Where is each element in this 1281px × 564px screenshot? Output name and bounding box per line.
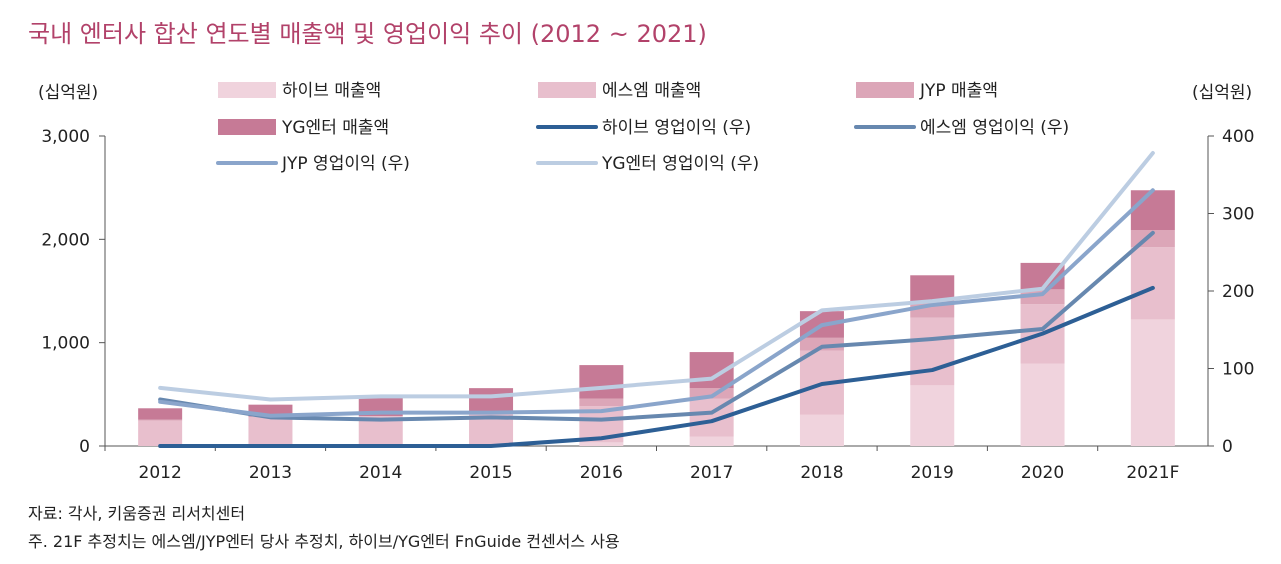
bar-segment <box>579 442 624 446</box>
legend-label: YG엔터 매출액 <box>281 118 389 138</box>
x-tick-label: 2012 <box>139 463 182 483</box>
bar-segment <box>1020 289 1065 305</box>
legend-swatch <box>218 119 276 135</box>
bar-segment <box>1020 262 1065 290</box>
bar-segment <box>138 420 183 446</box>
legend-label: JYP 매출액 <box>919 81 998 101</box>
bar-segment <box>248 416 293 446</box>
series-line <box>158 285 1155 448</box>
legend-swatch <box>856 82 914 98</box>
x-tick-label: 2019 <box>911 463 954 483</box>
bar-segment <box>910 385 955 446</box>
right-tick-label: 300 <box>1222 205 1254 225</box>
legend-label: 하이브 영업이익 (우) <box>602 118 751 138</box>
legend: 하이브 매출액 에스엠 매출액 JYP 매출액 YG엔터 매출액 하이브 영업이익 (우… <box>216 81 1069 174</box>
legend-label: 에스엠 매출액 <box>602 81 701 101</box>
series-line <box>158 151 1155 402</box>
bar-segment <box>689 388 734 399</box>
x-tick-label: 2014 <box>359 463 402 483</box>
bar-segment <box>469 388 514 413</box>
x-tick-label: 2018 <box>800 463 843 483</box>
bar-segment <box>1130 319 1175 446</box>
legend-swatch <box>538 82 596 98</box>
axes: (십억원) (십억원) 0 1,000 2,000 3,000 0 100 200 300 400 2… <box>38 83 1254 483</box>
left-axis-label: (십억원) <box>38 83 98 103</box>
legend-label: 하이브 매출액 <box>282 81 381 101</box>
x-tick-label: 2017 <box>690 463 733 483</box>
left-tick-label: 1,000 <box>41 334 90 354</box>
x-tick-label: 2021F <box>1126 463 1179 483</box>
right-tick-label: 400 <box>1222 127 1254 147</box>
legend-label: JYP 영업이익 (우) <box>281 154 410 174</box>
bar-segment <box>1130 247 1175 320</box>
series-line <box>158 230 1155 422</box>
legend-swatch <box>218 82 276 98</box>
bar-segment <box>138 419 183 421</box>
bar-marks <box>138 190 1175 446</box>
left-tick-label: 2,000 <box>41 230 90 250</box>
legend-label: 에스엠 영업이익 (우) <box>920 118 1069 138</box>
footnote: 주. 21F 추정치는 에스엠/JYP엔터 당사 추정치, 하이브/YG엔터 F… <box>28 532 620 551</box>
bar-segment <box>1130 190 1175 231</box>
x-tick-label: 2013 <box>249 463 292 483</box>
chart-title: 국내 엔터사 합산 연도별 매출액 및 영업이익 추이 (2012 ~ 2021… <box>28 20 707 48</box>
x-tick-label: 2016 <box>580 463 623 483</box>
bar-segment <box>579 365 624 399</box>
bar-segment <box>138 408 183 420</box>
right-tick-label: 100 <box>1222 360 1254 380</box>
legend-label: YG엔터 영업이익 (우) <box>601 154 759 174</box>
bar-segment <box>799 414 844 446</box>
bar-segment <box>689 436 734 446</box>
source-note: 자료: 각사, 키움증권 리서치센터 <box>28 504 246 523</box>
bar-segment <box>910 317 955 386</box>
right-axis-label: (십억원) <box>1192 83 1252 103</box>
line-marks <box>158 151 1155 448</box>
left-tick-label: 3,000 <box>41 127 90 147</box>
bar-segment <box>1020 363 1065 446</box>
bar-segment <box>910 275 955 302</box>
left-tick-label: 0 <box>79 437 90 457</box>
right-tick-label: 200 <box>1222 282 1254 302</box>
series-line <box>158 188 1155 418</box>
bar-segment <box>579 398 624 407</box>
bar-segment <box>248 404 293 417</box>
x-tick-label: 2020 <box>1021 463 1064 483</box>
right-tick-label: 0 <box>1222 437 1233 457</box>
x-tick-label: 2015 <box>469 463 512 483</box>
